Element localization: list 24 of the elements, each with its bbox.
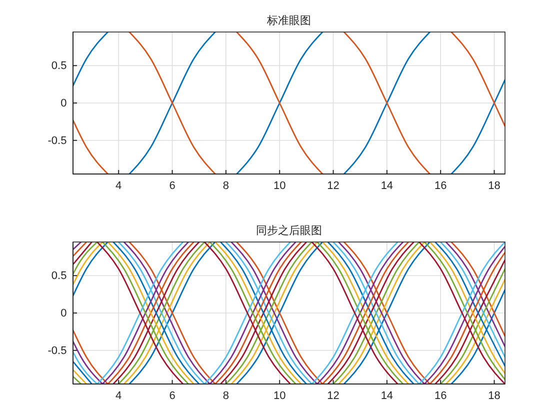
y-tick-label: -0.5: [48, 134, 67, 147]
x-tick-label: 12: [327, 180, 340, 192]
x-tick-label: 4: [116, 180, 122, 192]
chart-title: 同步之后眼图: [256, 224, 322, 237]
y-tick-label: 0.5: [51, 60, 67, 72]
x-tick-label: 18: [488, 180, 500, 192]
x-tick-label: 6: [169, 180, 176, 192]
y-tick-label: 0: [60, 98, 67, 110]
x-tick-label: 10: [273, 390, 286, 402]
x-tick-label: 6: [169, 390, 176, 402]
x-tick-label: 14: [380, 390, 394, 402]
x-tick-label: 18: [488, 390, 500, 402]
x-tick-label: 8: [222, 390, 230, 402]
x-tick-label: 16: [434, 180, 447, 192]
x-tick-label: 8: [222, 180, 230, 192]
x-tick-label: 14: [380, 180, 394, 192]
y-tick-label: 0: [60, 308, 67, 320]
chart-title: 标准眼图: [266, 14, 311, 27]
y-tick-label: -0.5: [48, 344, 67, 357]
x-tick-label: 12: [327, 390, 340, 402]
x-tick-label: 10: [273, 180, 286, 192]
x-tick-label: 4: [116, 390, 122, 402]
x-tick-label: 16: [434, 390, 447, 402]
y-tick-label: 0.5: [51, 270, 67, 282]
